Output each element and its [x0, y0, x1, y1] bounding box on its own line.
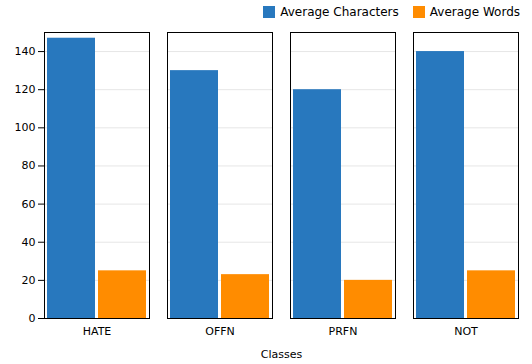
html-text:Average Words: Average Words [429, 5, 520, 19]
svg-text:20: 20 [22, 274, 36, 287]
svg-text:60: 60 [22, 198, 36, 211]
svg-text:120: 120 [15, 83, 36, 96]
svg-text:40: 40 [22, 236, 36, 249]
svg-text:80: 80 [22, 159, 36, 172]
svg-text:PRFN: PRFN [329, 325, 358, 338]
svg-text:HATE: HATE [83, 325, 112, 338]
svg-text:NOT: NOT [454, 325, 478, 338]
svg-text:140: 140 [15, 45, 36, 58]
html-text:Average Characters: Average Characters [280, 5, 399, 19]
svg-text:Classes: Classes [261, 348, 303, 361]
svg-text:OFFN: OFFN [205, 325, 235, 338]
svg-text:0: 0 [29, 312, 36, 325]
svg-text:100: 100 [15, 121, 36, 134]
